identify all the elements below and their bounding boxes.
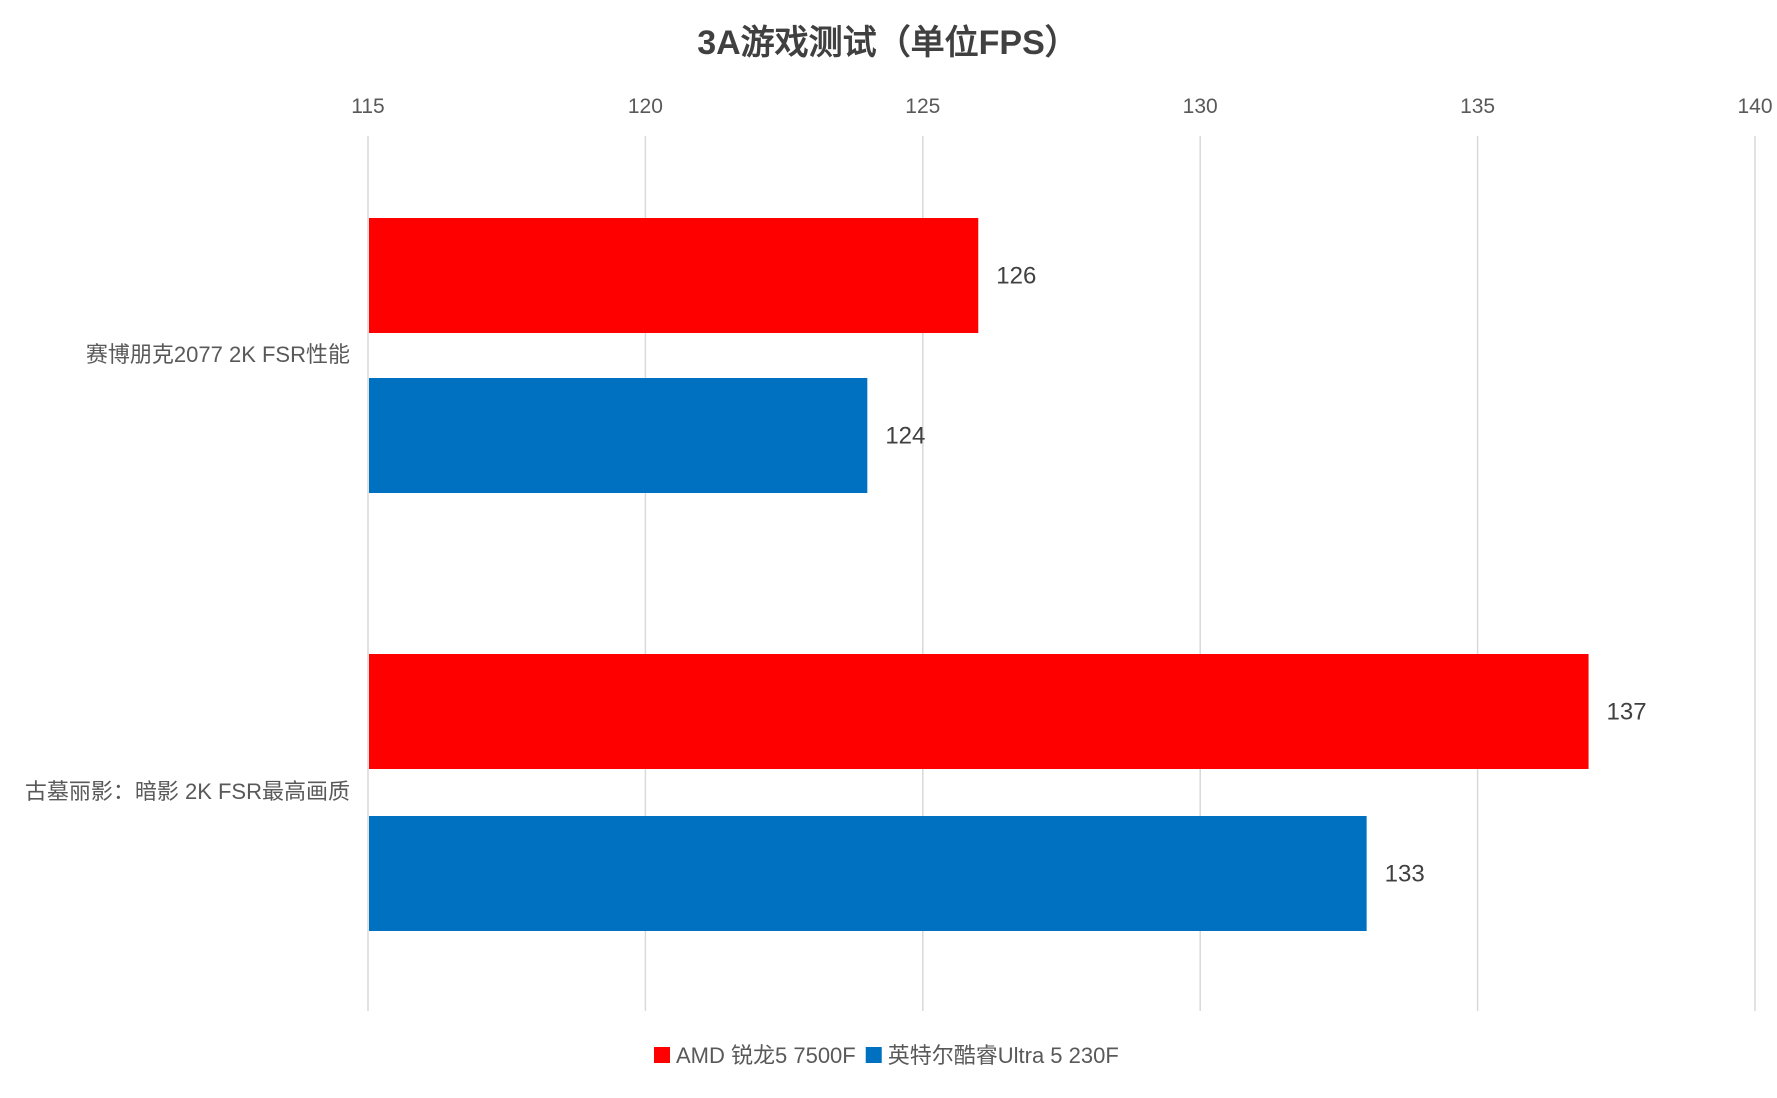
- data-label: 124: [885, 423, 925, 450]
- category-label: 赛博朋克2077 2K FSR性能: [86, 342, 350, 367]
- x-tick-label: 115: [351, 95, 384, 118]
- data-label: 133: [1385, 861, 1425, 888]
- bar: [369, 654, 1589, 769]
- category-label: 古墓丽影：暗影 2K FSR最高画质: [25, 779, 350, 804]
- x-tick-label: 140: [1737, 95, 1772, 118]
- legend-label: 英特尔酷睿Ultra 5 230F: [888, 1043, 1119, 1068]
- legend-label: AMD 锐龙5 7500F: [676, 1043, 856, 1068]
- data-label: 126: [996, 263, 1036, 290]
- bar: [369, 378, 868, 493]
- x-tick-label: 135: [1460, 95, 1495, 118]
- x-tick-label: 125: [905, 95, 940, 118]
- chart-title: 3A游戏测试（单位FPS）: [697, 23, 1079, 62]
- legend-swatch: [865, 1047, 882, 1063]
- data-label: 137: [1607, 699, 1647, 726]
- legend-swatch: [654, 1047, 670, 1063]
- bar: [369, 816, 1367, 931]
- bar: [369, 218, 979, 333]
- x-tick-label: 130: [1183, 95, 1218, 118]
- x-tick-label: 120: [628, 95, 663, 118]
